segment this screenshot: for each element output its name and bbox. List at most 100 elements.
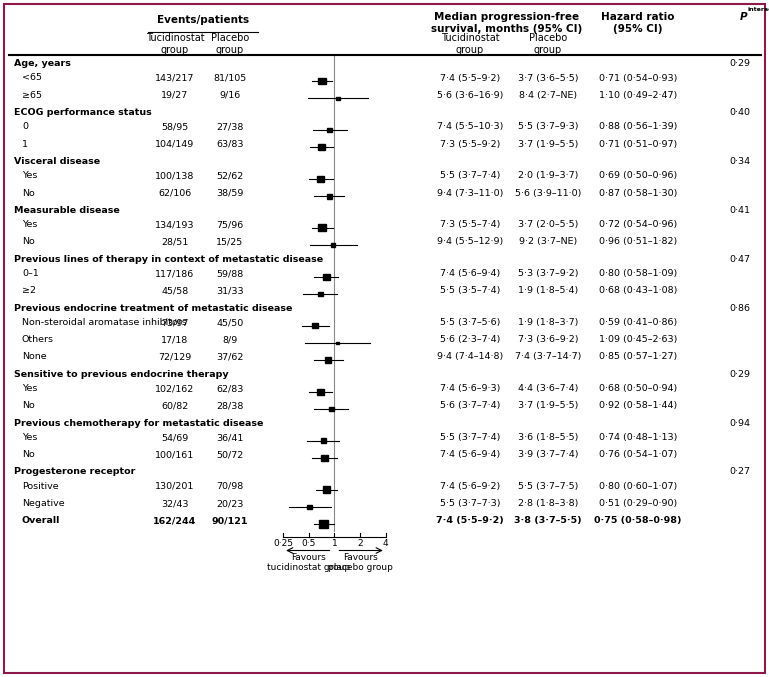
Text: Non-steroidal aromatase inhibitors: Non-steroidal aromatase inhibitors (22, 318, 187, 327)
Bar (321, 455, 328, 461)
Text: 0·96 (0·51–1·82): 0·96 (0·51–1·82) (599, 238, 677, 246)
Text: Hazard ratio
(95% CI): Hazard ratio (95% CI) (601, 12, 674, 34)
Text: No: No (22, 188, 35, 198)
Text: 7·4 (5·6–9·4): 7·4 (5·6–9·4) (440, 269, 500, 278)
Text: 17/18: 17/18 (161, 335, 188, 344)
Bar (318, 144, 325, 150)
Text: 0·88 (0·56–1·39): 0·88 (0·56–1·39) (599, 123, 677, 131)
Bar (325, 357, 331, 363)
Text: Positive: Positive (22, 482, 58, 491)
Text: 28/51: 28/51 (161, 238, 188, 246)
Text: 3·8 (3·7–5·5): 3·8 (3·7–5·5) (514, 517, 582, 525)
Text: 5·5 (3·7–7·5): 5·5 (3·7–7·5) (518, 482, 578, 491)
Text: 102/162: 102/162 (155, 384, 195, 393)
Text: 1·10 (0·49–2·47): 1·10 (0·49–2·47) (599, 91, 677, 100)
Text: 45/50: 45/50 (216, 318, 244, 327)
Text: 100/161: 100/161 (155, 450, 195, 459)
Text: Placebo
group: Placebo group (529, 33, 567, 55)
Text: 0·92 (0·58–1·44): 0·92 (0·58–1·44) (599, 401, 677, 410)
Text: 0·29: 0·29 (730, 370, 751, 378)
Text: Favours
tucidinostat group: Favours tucidinostat group (268, 552, 351, 572)
Text: 7·4 (5·6–9·3): 7·4 (5·6–9·3) (440, 384, 500, 393)
Text: 1: 1 (331, 538, 338, 548)
Text: 19/27: 19/27 (161, 91, 188, 100)
Text: 81/105: 81/105 (213, 74, 247, 83)
Text: 9/16: 9/16 (219, 91, 241, 100)
Text: No: No (22, 238, 35, 246)
Text: Yes: Yes (22, 171, 38, 180)
Text: 2: 2 (358, 538, 363, 548)
Text: 100/138: 100/138 (155, 171, 195, 180)
Text: 0·25: 0·25 (273, 538, 293, 548)
Text: 7·4 (5·6–9·4): 7·4 (5·6–9·4) (440, 450, 500, 459)
Text: <65: <65 (22, 74, 42, 83)
Text: 3·7 (3·6–5·5): 3·7 (3·6–5·5) (518, 74, 578, 83)
Bar (336, 97, 340, 100)
Text: Previous endocrine treatment of metastatic disease: Previous endocrine treatment of metastat… (14, 303, 292, 313)
Bar (319, 520, 328, 528)
Text: 7·4 (5·5–9·2): 7·4 (5·5–9·2) (440, 74, 500, 83)
Text: Overall: Overall (22, 517, 61, 525)
Text: 0·86: 0·86 (730, 303, 751, 313)
Text: 7·4 (5·6–9·2): 7·4 (5·6–9·2) (440, 482, 500, 491)
Text: Previous lines of therapy in context of metastatic disease: Previous lines of therapy in context of … (14, 255, 323, 263)
Text: 0·68 (0·50–0·94): 0·68 (0·50–0·94) (599, 384, 677, 393)
Text: 52/62: 52/62 (216, 171, 244, 180)
Text: 59/88: 59/88 (216, 269, 244, 278)
Text: 9·4 (7·4–14·8): 9·4 (7·4–14·8) (437, 353, 503, 362)
Text: 3·6 (1·8–5·5): 3·6 (1·8–5·5) (518, 433, 578, 442)
Text: 1·9 (1·8–5·4): 1·9 (1·8–5·4) (518, 286, 578, 295)
Text: Events/patients: Events/patients (157, 15, 249, 25)
Text: Visceral disease: Visceral disease (14, 157, 100, 166)
Text: 1: 1 (22, 139, 28, 148)
Text: 8·4 (2·7–NE): 8·4 (2·7–NE) (519, 91, 577, 100)
Text: 7·3 (5·5–9·2): 7·3 (5·5–9·2) (440, 139, 500, 148)
Text: No: No (22, 401, 35, 410)
Text: 9·2 (3·7–NE): 9·2 (3·7–NE) (519, 238, 577, 246)
Text: 9·4 (5·5–12·9): 9·4 (5·5–12·9) (437, 238, 503, 246)
Text: 5·6 (3·6–16·9): 5·6 (3·6–16·9) (437, 91, 503, 100)
Text: 0–1: 0–1 (22, 269, 38, 278)
Text: 63/83: 63/83 (216, 139, 244, 148)
Text: 0·80 (0·60–1·07): 0·80 (0·60–1·07) (599, 482, 677, 491)
Text: Negative: Negative (22, 499, 65, 508)
Text: 0·51 (0·29–0·90): 0·51 (0·29–0·90) (599, 499, 677, 508)
Text: Favours
placebo group: Favours placebo group (328, 552, 392, 572)
Text: Measurable disease: Measurable disease (14, 206, 120, 215)
Text: 7·4 (5·5–10·3): 7·4 (5·5–10·3) (437, 123, 503, 131)
Text: 5·5 (3·7–7·4): 5·5 (3·7–7·4) (440, 171, 500, 180)
Text: 4: 4 (383, 538, 388, 548)
Text: 5·5 (3·7–7·3): 5·5 (3·7–7·3) (440, 499, 501, 508)
Text: 72/129: 72/129 (158, 353, 191, 362)
Text: 5·5 (3·7–9·3): 5·5 (3·7–9·3) (518, 123, 578, 131)
Bar (318, 292, 323, 296)
Bar (318, 225, 326, 231)
Text: 0: 0 (22, 123, 28, 131)
Text: 5·3 (3·7–9·2): 5·3 (3·7–9·2) (518, 269, 578, 278)
Bar (323, 486, 330, 493)
Text: Yes: Yes (22, 433, 38, 442)
Text: 36/41: 36/41 (216, 433, 244, 442)
Text: 0·69 (0·50–0·96): 0·69 (0·50–0·96) (599, 171, 677, 180)
Text: 130/201: 130/201 (155, 482, 195, 491)
Text: 0·72 (0·54–0·96): 0·72 (0·54–0·96) (599, 220, 677, 230)
Bar (328, 128, 332, 132)
Text: Others: Others (22, 335, 54, 344)
Text: 58/95: 58/95 (161, 123, 188, 131)
Bar (308, 505, 311, 508)
Bar (321, 439, 326, 443)
Text: 4·4 (3·6–7·4): 4·4 (3·6–7·4) (518, 384, 578, 393)
Bar (327, 194, 332, 198)
Text: 1·9 (1·8–3·7): 1·9 (1·8–3·7) (518, 318, 578, 327)
Text: Median progression-free
survival, months (95% CI): Median progression-free survival, months… (431, 12, 583, 34)
Text: None: None (22, 353, 47, 362)
Text: 54/69: 54/69 (161, 433, 188, 442)
Text: 0·76 (0·54–1·07): 0·76 (0·54–1·07) (599, 450, 677, 459)
Text: 3·9 (3·7–7·4): 3·9 (3·7–7·4) (518, 450, 578, 459)
Bar (323, 274, 330, 280)
Text: 28/38: 28/38 (216, 401, 244, 410)
Text: 7·4 (5·5–9·2): 7·4 (5·5–9·2) (436, 517, 504, 525)
Text: 0·80 (0·58–1·09): 0·80 (0·58–1·09) (599, 269, 677, 278)
Text: 162/244: 162/244 (153, 517, 197, 525)
Text: 0·47: 0·47 (730, 255, 751, 263)
